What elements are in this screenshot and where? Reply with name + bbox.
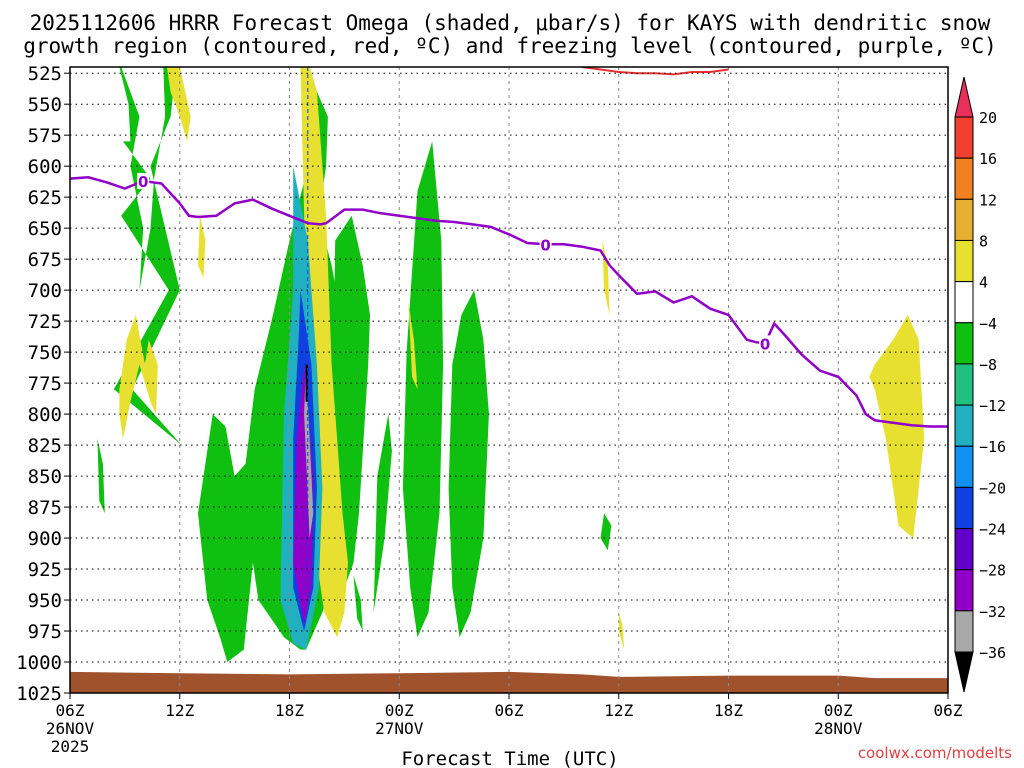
freezing-label-bg (759, 335, 772, 352)
x-tick-label: 00Z (385, 701, 414, 720)
y-tick-label: 800 (28, 404, 62, 426)
colorbar: 20 16 12 8 4 −4 −8 −12 −16 −20 −24 −28 −32 −36 (954, 76, 1006, 693)
y-tick-label: 700 (28, 280, 62, 302)
y-tick-label: 850 (28, 466, 62, 488)
omega-negative-region (402, 141, 444, 638)
colorbar-segment (954, 528, 974, 571)
y-tick-label: 1000 (16, 652, 62, 674)
colorbar-segment (954, 322, 974, 365)
colorbar-label: 4 (979, 274, 988, 292)
colorbar-segment (954, 363, 974, 406)
y-tick-label: 525 (28, 63, 62, 85)
omega-positive-region (198, 215, 206, 278)
omega-negative-region (373, 414, 392, 613)
colorbar-label: −12 (979, 397, 1006, 415)
colorbar-label: −8 (979, 356, 997, 374)
y-tick-label: 975 (28, 621, 62, 643)
colorbar-segment (954, 116, 974, 159)
y-tick-label: 950 (28, 590, 62, 612)
chart-title-line1: 2025112606 HRRR Forecast Omega (shaded, … (30, 11, 991, 35)
y-tick-label: 900 (28, 528, 62, 550)
omega-negative-region (353, 575, 363, 631)
colorbar-segment (954, 239, 974, 283)
colorbar-label: −4 (979, 315, 997, 333)
colorbar-segment (954, 198, 974, 241)
omega-positive-region (119, 314, 158, 439)
x-year-label: 2025 (51, 737, 90, 756)
omega-negative-region (448, 290, 489, 638)
chart-title-line2: growth region (contoured, red, ºC) and f… (23, 34, 997, 58)
freezing-level-line (70, 176, 948, 428)
x-tick-label: 06Z (495, 701, 524, 720)
colorbar-label: −20 (979, 479, 1006, 497)
omega-core-region (304, 364, 314, 538)
y-tick-label: 925 (28, 559, 62, 581)
x-axis-label: Forecast Time (UTC) (401, 748, 618, 768)
freezing-label-bg (539, 236, 552, 253)
x-tick-label: 12Z (165, 701, 194, 720)
x-date-label: 28NOV (814, 719, 863, 738)
colorbar-segment (954, 281, 974, 324)
colorbar-label: 20 (979, 109, 997, 127)
y-tick-label: 775 (28, 373, 62, 395)
omega-negative-region (97, 438, 105, 514)
terrain-band (70, 671, 948, 693)
axes: 525 550 575 600 625 650 675 700 725 750 775 800 825 8… (16, 63, 963, 756)
colorbar-segment (954, 610, 974, 653)
y-tick-label: 575 (28, 125, 62, 147)
colorbar-label: −36 (979, 644, 1006, 662)
y-tick-label: 550 (28, 94, 62, 116)
x-tick-label: 06Z (56, 701, 85, 720)
omega-positive-region (408, 302, 418, 390)
omega-positive-region (602, 240, 610, 315)
x-tick-label: 18Z (714, 701, 743, 720)
omega-positive-region (869, 314, 925, 538)
y-tick-label: 625 (28, 187, 62, 209)
colorbar-top-arrow (954, 76, 974, 118)
freezing-level-label: 0 (540, 236, 550, 254)
y-tick-label: 750 (28, 342, 62, 364)
y-tick-label: 675 (28, 249, 62, 271)
colorbar-label: −24 (979, 521, 1006, 539)
x-tick-label: 06Z (934, 701, 963, 720)
plot-area: 0 0 0 (70, 67, 948, 693)
omega-negative-region (600, 513, 612, 551)
omega-negative-region (333, 215, 370, 588)
x-date-label: 27NOV (375, 719, 424, 738)
y-tick-label: 600 (28, 156, 62, 178)
freezing-label-bg (137, 173, 150, 190)
credit-text: coolwx.com/modelts (858, 744, 1012, 762)
colorbar-segment (954, 157, 974, 200)
x-tick-label: 18Z (275, 701, 304, 720)
dgz-contour (582, 67, 729, 76)
colorbar-segment (954, 486, 974, 530)
colorbar-segment (954, 445, 974, 488)
x-tick-label: 00Z (824, 701, 853, 720)
y-tick-label: 1025 (16, 683, 62, 705)
x-tick-label: 12Z (604, 701, 633, 720)
colorbar-bottom-arrow (954, 651, 974, 693)
colorbar-label: 12 (979, 191, 997, 209)
colorbar-label: −28 (979, 562, 1006, 580)
omega-positive-region (166, 67, 191, 142)
colorbar-label: −16 (979, 438, 1006, 456)
x-date-label: 26NOV (46, 719, 95, 738)
colorbar-segment (954, 569, 974, 612)
omega-negative-region (113, 67, 182, 446)
colorbar-label: −32 (979, 603, 1006, 621)
freezing-level-label: 0 (138, 173, 148, 191)
freezing-level-label: 0 (760, 335, 770, 353)
y-tick-label: 725 (28, 311, 62, 333)
colorbar-label: 8 (979, 232, 988, 250)
colorbar-segment (954, 404, 974, 447)
y-tick-label: 650 (28, 218, 62, 240)
y-tick-label: 825 (28, 435, 62, 457)
colorbar-label: 16 (979, 150, 997, 168)
y-tick-label: 875 (28, 497, 62, 519)
